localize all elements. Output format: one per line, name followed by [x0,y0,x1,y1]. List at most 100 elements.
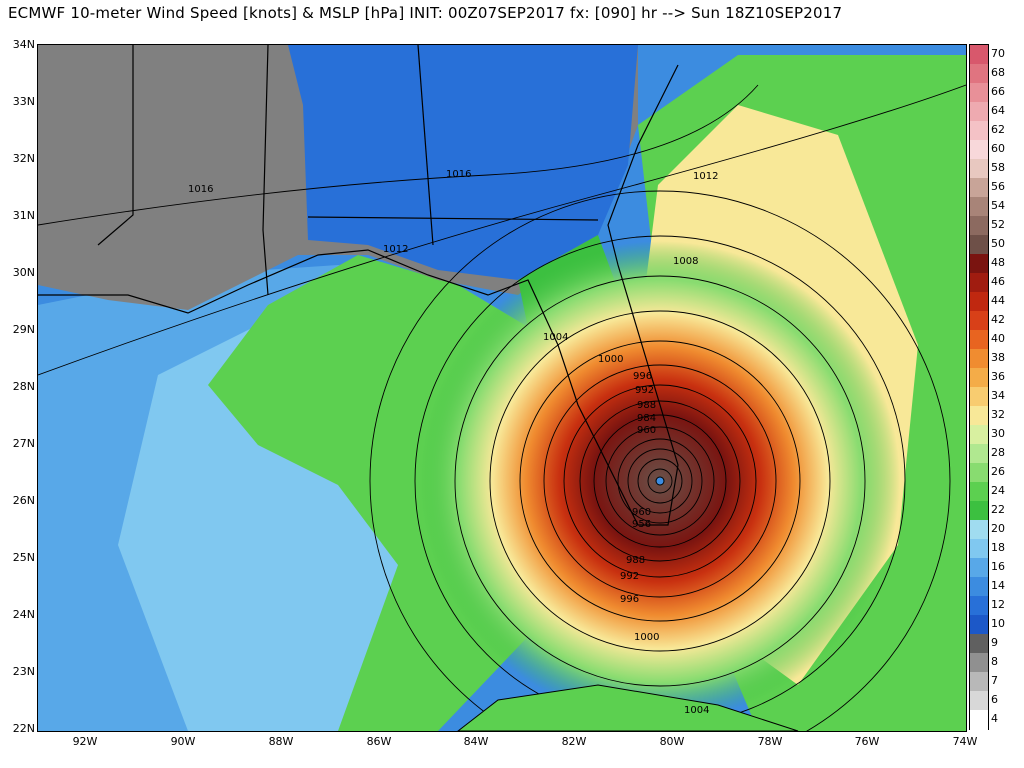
colorbar-cell [970,577,988,597]
colorbar-cell [970,83,988,103]
colorbar-label: 56 [991,179,1005,193]
colorbar-cell [970,596,988,616]
pressure-label: 992 [635,385,654,396]
colorbar-cell [970,273,988,293]
colorbar-label: 28 [991,445,1005,459]
colorbar-label: 18 [991,540,1005,554]
lat-label: 29N [12,323,35,336]
colorbar-cell [970,710,988,730]
pressure-label: 1012 [383,244,408,255]
colorbar-cell [970,45,988,65]
colorbar-label: 52 [991,217,1005,231]
colorbar-cell [970,159,988,179]
lat-label: 27N [12,437,35,450]
pressure-label: 1016 [188,184,213,195]
lon-label: 78W [757,735,783,748]
colorbar-cell [970,387,988,407]
pressure-label: 956 [632,519,651,530]
colorbar-label: 42 [991,312,1005,326]
colorbar-cell [970,216,988,236]
colorbar-label: 68 [991,65,1005,79]
colorbar-cell [970,102,988,122]
lon-label: 88W [268,735,294,748]
map-canvas: 1016 1016 1012 1012 1008 1004 1000 996 9… [38,45,966,731]
lon-label: 82W [561,735,587,748]
colorbar-cell [970,482,988,502]
colorbar-label: 16 [991,559,1005,573]
colorbar-cell [970,311,988,331]
pressure-label: 988 [637,400,656,411]
colorbar-label: 50 [991,236,1005,250]
colorbar-label: 62 [991,122,1005,136]
pressure-label: 992 [620,571,639,582]
pressure-label: 996 [633,371,652,382]
colorbar-label: 20 [991,521,1005,535]
colorbar-cell [970,406,988,426]
colorbar-label: 30 [991,426,1005,440]
colorbar-cell [970,463,988,483]
colorbar-label: 6 [991,692,998,706]
lat-label: 23N [12,665,35,678]
lon-label: 74W [952,735,978,748]
colorbar-cell [970,254,988,274]
colorbar-cell [970,178,988,198]
colorbar-cell [970,501,988,521]
lat-label: 24N [12,608,35,621]
pressure-label: 988 [626,555,645,566]
colorbar-cell [970,520,988,540]
lon-label: 90W [170,735,196,748]
pressure-label: 960 [637,425,656,436]
colorbar-label: 26 [991,464,1005,478]
lat-label: 22N [12,722,35,735]
colorbar-label: 34 [991,388,1005,402]
colorbar-cell [970,368,988,388]
colorbar-label: 8 [991,654,998,668]
lon-label: 92W [72,735,98,748]
colorbar-label: 22 [991,502,1005,516]
contour-labels: 1016 1016 1012 1012 1008 1004 1000 996 9… [188,169,718,716]
colorbar-label: 38 [991,350,1005,364]
colorbar-cell [970,615,988,635]
colorbar-label: 70 [991,46,1005,60]
lat-label: 25N [12,551,35,564]
colorbar-cell [970,672,988,692]
colorbar-cell [970,64,988,84]
colorbar-cell [970,140,988,160]
colorbar-label: 32 [991,407,1005,421]
colorbar-cell [970,653,988,673]
colorbar-label: 24 [991,483,1005,497]
lat-label: 26N [12,494,35,507]
colorbar-label: 12 [991,597,1005,611]
colorbar-label: 64 [991,103,1005,117]
colorbar-cell [970,197,988,217]
pressure-label: 1004 [684,705,709,716]
pressure-label: 1016 [446,169,471,180]
lon-label: 84W [463,735,489,748]
lon-label: 80W [659,735,685,748]
colorbar-cell [970,558,988,578]
lat-label: 30N [12,266,35,279]
colorbar-cell [970,444,988,464]
pressure-label: 1012 [693,171,718,182]
pressure-label: 984 [637,413,656,424]
lat-label: 34N [12,38,35,51]
colorbar-label: 14 [991,578,1005,592]
colorbar-label: 66 [991,84,1005,98]
wind-speed-map: 1016 1016 1012 1012 1008 1004 1000 996 9… [37,44,967,732]
colorbar-label: 10 [991,616,1005,630]
colorbar-label: 44 [991,293,1005,307]
pressure-label: 960 [632,507,651,518]
pressure-label: 1004 [543,332,568,343]
colorbar-cell [970,349,988,369]
colorbar-cell [970,330,988,350]
page-title: ECMWF 10-meter Wind Speed [knots] & MSLP… [8,4,843,22]
colorbar-label: 9 [991,635,998,649]
colorbar-label: 60 [991,141,1005,155]
colorbar-label: 40 [991,331,1005,345]
colorbar-cell [970,539,988,559]
colorbar-label: 46 [991,274,1005,288]
lon-label: 76W [854,735,880,748]
colorbar-cell [970,425,988,445]
colorbar-cell [970,634,988,654]
colorbar-cell [970,121,988,141]
